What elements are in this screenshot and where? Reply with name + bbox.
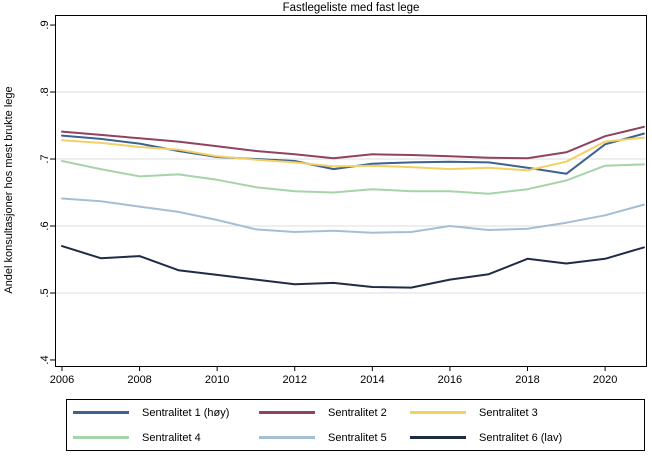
legend-line-swatch (73, 411, 129, 414)
legend-line-swatch (259, 436, 315, 439)
legend-label: Sentralitet 6 (lav) (479, 431, 563, 444)
x-tick-label: 2006 (50, 374, 74, 386)
legend-item-6: Sentralitet 6 (lav) (410, 432, 644, 444)
legend-label: Sentralitet 4 (142, 431, 201, 444)
x-tick-label: 2020 (593, 374, 617, 386)
x-tick-label: 2016 (438, 374, 462, 386)
legend: Sentralitet 1 (høy) Sentralitet 2 Sentrali… (66, 399, 645, 451)
legend-line-swatch (73, 436, 129, 439)
legend-item-3: Sentralitet 3 (410, 407, 644, 419)
legend-label: Sentralitet 5 (328, 431, 387, 444)
legend-item-5: Sentralitet 5 (259, 432, 410, 444)
chart-title: Fastlegeliste med fast lege (282, 2, 420, 14)
x-tick-label: 2014 (360, 374, 384, 386)
legend-label: Sentralitet 3 (479, 406, 538, 419)
y-tick-label: .5 (39, 288, 51, 297)
legend-item-4: Sentralitet 4 (73, 432, 259, 444)
series-line-3 (61, 136, 645, 172)
y-tick-label: .7 (39, 154, 51, 163)
y-tick-label: .9 (39, 20, 51, 29)
y-tick-label: .6 (39, 221, 51, 230)
y-tick-label: .4 (39, 355, 51, 364)
x-tick-label: 2012 (283, 374, 307, 386)
series-line-2 (61, 125, 645, 160)
series-line-5 (61, 197, 645, 234)
plot-border (55, 15, 647, 367)
y-tick-label: .8 (39, 87, 51, 96)
x-tick-label: 2010 (205, 374, 229, 386)
legend-label: Sentralitet 2 (328, 406, 387, 419)
x-tick-label: 2018 (515, 374, 539, 386)
legend-label: Sentralitet 1 (høy) (142, 406, 230, 419)
series-line-4 (61, 160, 645, 195)
legend-line-swatch (410, 436, 466, 439)
legend-item-1: Sentralitet 1 (høy) (73, 407, 259, 419)
legend-item-2: Sentralitet 2 (259, 407, 410, 419)
plot-area: .4 .5 .6 .7 .8 .9 2006 2008 2010 2012 2014 2016 2018… (39, 15, 647, 386)
x-tick-label: 2008 (127, 374, 151, 386)
legend-line-swatch (259, 411, 315, 414)
series-line-6 (61, 245, 645, 289)
legend-line-swatch (410, 411, 466, 414)
